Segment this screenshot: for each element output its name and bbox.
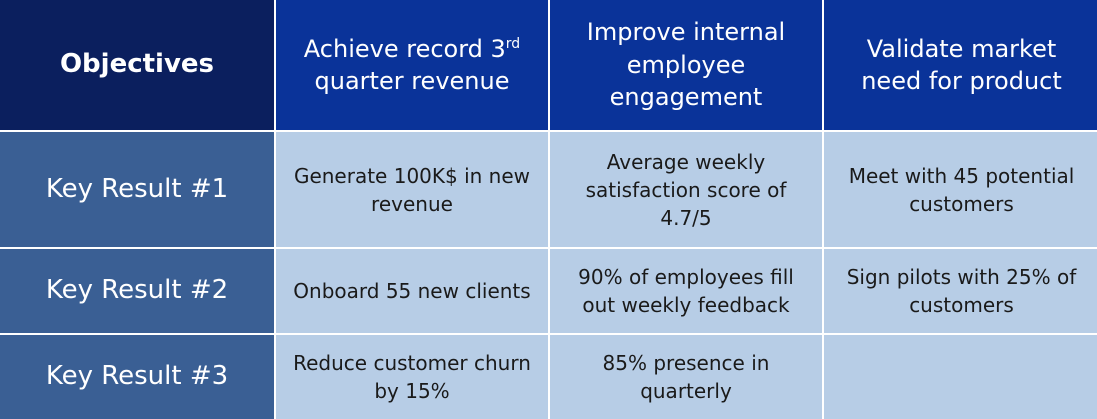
objective-3: Validate market need for product [824,0,1097,130]
objective-1: Achieve record 3rd quarter revenue [276,0,548,130]
objective-2-text: Improve internal employee engagement [586,18,786,112]
key-result-2-label: Key Result #2 [0,249,274,333]
key-result-3-label: Key Result #3 [0,335,274,419]
objective-2: Improve internal employee engagement [550,0,822,130]
objective-3-text: Validate market need for product [861,34,1062,95]
objective-1-text: Achieve record 3rd quarter revenue [290,33,534,98]
key-result-3-objective-3 [824,335,1097,419]
key-result-2-objective-3: Sign pilots with 25% of customers [824,249,1097,333]
key-result-2-objective-2: 90% of employees fill out weekly feedbac… [550,249,822,333]
key-result-2-objective-1: Onboard 55 new clients [276,249,548,333]
objective-1-text-after: quarter revenue [314,67,510,95]
key-result-1-label: Key Result #1 [0,132,274,247]
key-result-1-objective-1: Generate 100K$ in new revenue [276,132,548,247]
key-result-3-objective-2: 85% presence in quarterly [550,335,822,419]
objectives-header: Objectives [0,0,274,130]
key-result-1-objective-3: Meet with 45 potential customers [824,132,1097,247]
objective-1-superscript: rd [505,35,521,52]
key-result-1-objective-2: Average weekly satisfaction score of 4.7… [550,132,822,247]
key-result-3-objective-1: Reduce customer churn by 15% [276,335,548,419]
objective-1-text-main: Achieve record 3 [303,34,506,63]
